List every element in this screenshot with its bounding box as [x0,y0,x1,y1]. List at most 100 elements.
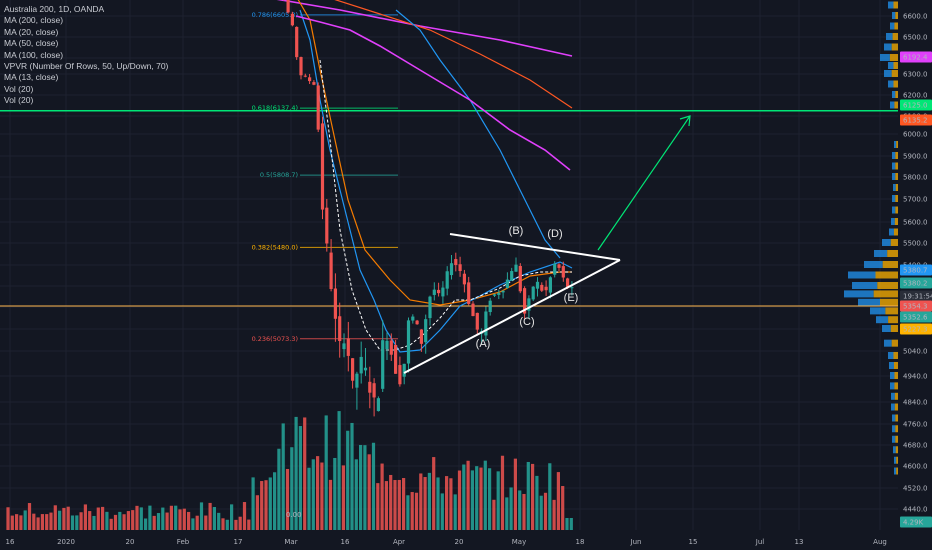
fibonacci-levels[interactable]: 0.786(6605.3) 0.618(6137.4) 0.5(5808.7) 0.3… [252,11,398,343]
ma200-line [276,0,573,57]
vpvr-bar-down [887,250,898,257]
volume-bar [40,514,44,530]
volume-bar [161,507,165,530]
volume-bar [101,506,105,530]
volume-bar [70,515,75,530]
volume-bar [122,514,126,530]
vpvr-bar-up [870,307,886,315]
price-tag-box [900,516,932,528]
volume-bar [238,516,242,530]
vpvr-bar-down [894,382,898,390]
vpvr-bar-up [894,467,897,475]
volume-bar [320,462,324,530]
candle-body [402,363,406,377]
vpvr-bar-up [882,239,891,246]
vpvr-bar-down [894,403,898,411]
vpvr-bar-up [892,414,896,422]
vpvr-bar-down [893,62,898,69]
time-tick-label: 20 [455,538,464,546]
wave-label: (A) [476,338,491,350]
wave-label: (C) [519,316,534,328]
vpvr-bar-down [875,271,898,279]
candle-body [467,282,471,304]
volume-bar [509,487,513,530]
legend-vol-2[interactable]: Vol (20) [4,95,34,106]
triangle-lower-line [403,259,621,374]
volume-bar [62,507,66,530]
price-tag-label: 6192.4 [903,54,928,62]
vpvr-bar-down [895,195,898,202]
vpvr-bar-down [893,362,898,369]
volume-bar [445,476,449,530]
legend-title[interactable]: Australia 200, 1D, OANDA [4,4,105,14]
candle-body [570,287,574,289]
legend-ma13[interactable]: MA (13, close) [4,72,59,83]
volume-bar [548,463,552,530]
volume-bar [208,502,212,530]
time-axis[interactable]: 16 2020 20 Feb 17 Mar 16 Apr 20 May 18 Jun 15 Jul 13 Au… [0,530,932,550]
vpvr-bar-up [892,425,896,433]
volume-bar [290,447,294,530]
vpvr-bar-down [895,446,898,454]
volume-bar [10,515,14,530]
vpvr-bar-down [890,325,898,332]
volume-bar [92,515,96,530]
candle-body [561,266,565,278]
candle-body [312,82,316,85]
volume-bar [199,502,204,530]
vpvr-bar-up [892,91,896,98]
vpvr-bar-down [894,101,898,109]
volume-bar [488,468,492,530]
vpvr-bar-down [891,339,898,347]
volume-bar [406,495,410,530]
volume-bar [371,442,376,530]
price-tick-label: 5700.0 [903,196,928,204]
candle-body [320,123,325,210]
candle-body [505,279,509,288]
volume-bar [178,509,182,530]
drawings[interactable]: (A) (B) (C) (D) (E) [403,115,691,374]
horizontal-lines[interactable] [0,110,898,307]
candle-body [462,273,466,285]
vpvr-bar-up [891,392,895,400]
price-tick-label: 6000.0 [903,131,928,139]
candle-body [295,26,299,58]
volume-bar [15,514,19,530]
vpvr-bar-down [895,425,898,433]
vpvr-bar-up [892,12,896,19]
vpvr-bar-down [895,162,898,170]
volume-bar [324,415,328,530]
ma20-upper-line [395,9,561,259]
candle-body [540,284,544,291]
time-tick-label: Jun [630,538,642,546]
candle-body [363,367,368,371]
candle-body [419,329,423,344]
wave-label: (E) [564,292,579,304]
projection-arrow-head [679,115,691,127]
vpvr-bar-down [894,218,898,225]
volume-bar [105,511,109,530]
legend-ma200[interactable]: MA (200, close) [4,15,64,26]
vpvr-bar-down [891,43,898,51]
candle-body [531,286,535,300]
legend-vpvr[interactable]: VPVR (Number Of Rows, 50, Up/Down, 70) [4,61,169,72]
vpvr-bar-up [884,43,892,51]
vpvr-bar-down [895,152,898,159]
volume-bar [156,513,161,530]
legend-ma20[interactable]: MA (20, close) [4,26,59,37]
volume-bar [285,468,290,530]
candle-body [484,311,488,336]
volume-bar [88,511,92,530]
legend-vol[interactable]: Vol (20) [4,83,34,94]
legend-ma100[interactable]: MA (100, close) [4,49,64,60]
candle-body [523,288,527,314]
price-tag-box [900,51,932,63]
price-tick-label: 5500.0 [903,240,928,248]
vpvr-bar-up [884,339,892,347]
price-tag-label: 5380.7 [903,267,928,275]
time-tick-label: 16 [6,538,15,546]
volume-bar [414,492,419,530]
legend-ma50[interactable]: MA (50, close) [4,38,59,49]
time-axis-background [0,530,932,550]
